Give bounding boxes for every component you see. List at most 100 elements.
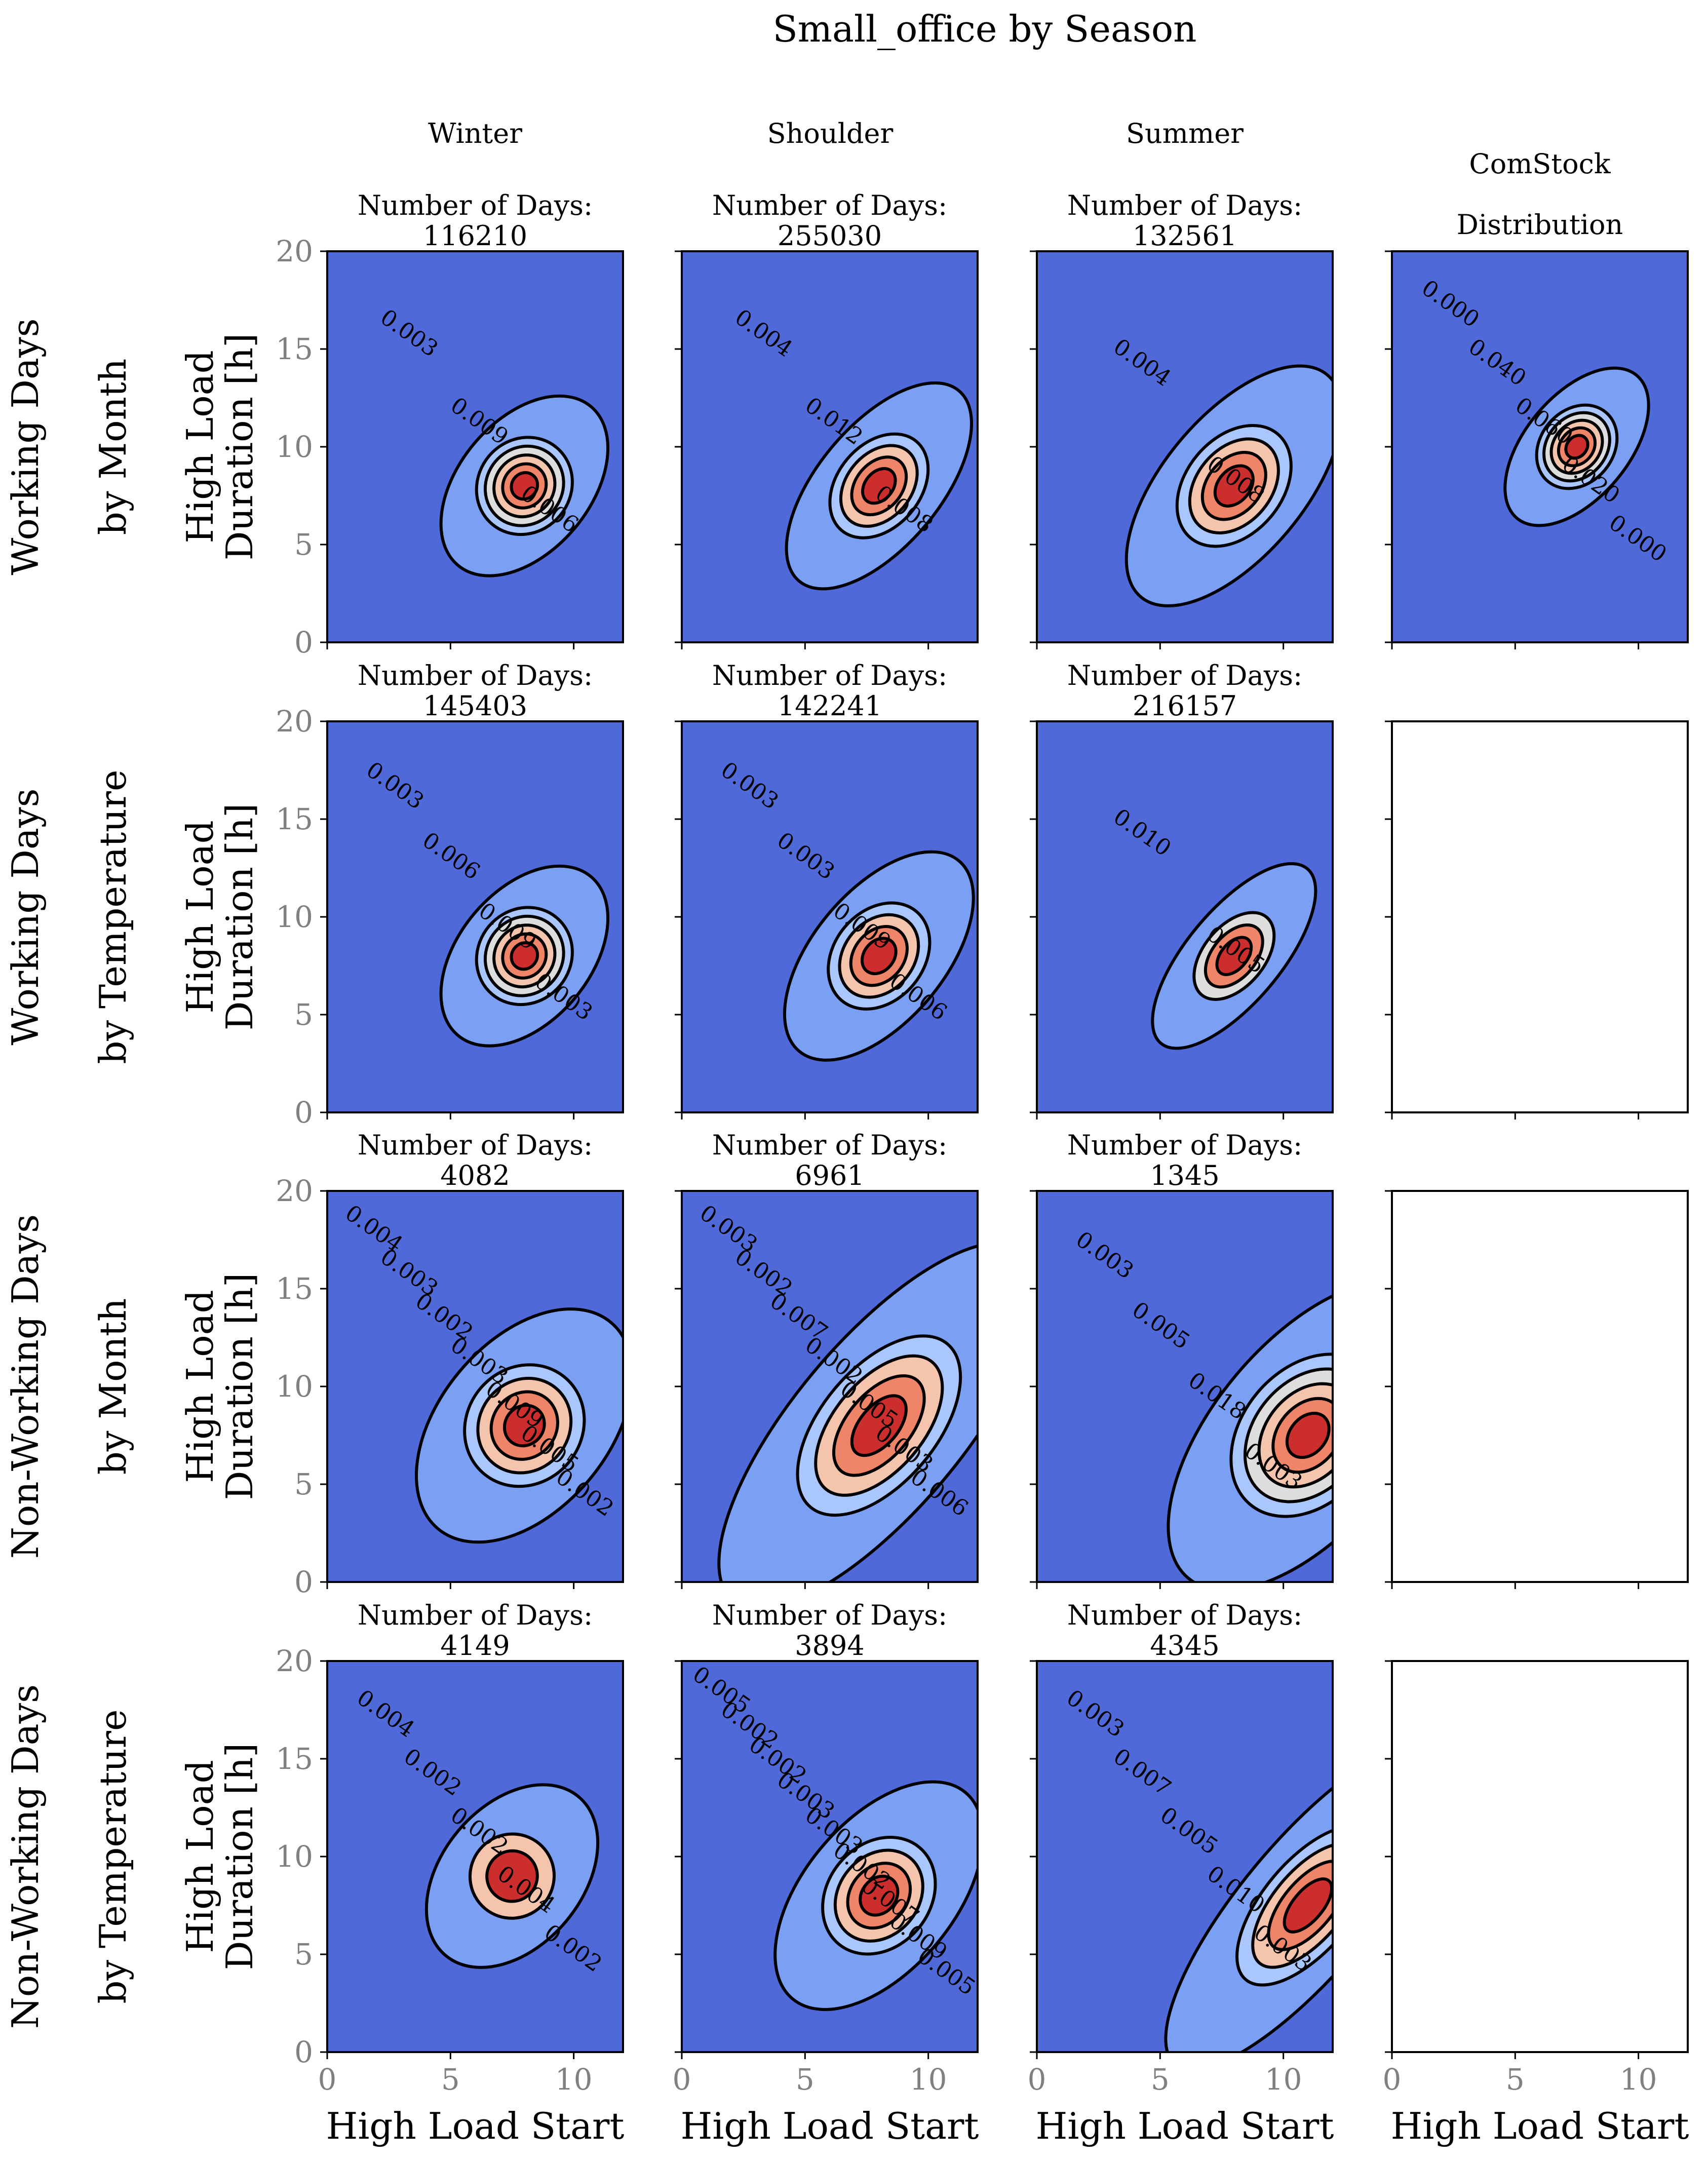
days-count: 6961 xyxy=(795,1160,864,1191)
x-tick-label: 10 xyxy=(910,2062,947,2097)
days-label: Number of Days: xyxy=(712,189,947,221)
x-axis-label: High Load Start xyxy=(1391,2105,1689,2147)
row-label-1-line2: by Temperature xyxy=(92,769,134,1064)
y-tick-label: 15 xyxy=(276,802,313,836)
y-tick-label: 5 xyxy=(294,527,313,562)
contour-level-5 xyxy=(1213,464,1255,508)
days-label: Number of Days: xyxy=(358,189,593,221)
panel-grid: Number of Days:1162100.0030.0090.0060510… xyxy=(276,189,1689,2147)
days-count: 142241 xyxy=(778,690,882,722)
row-label-2-line2: by Month xyxy=(92,1298,134,1475)
y-axis-label-2-line1: High Load xyxy=(179,1290,221,1483)
y-tick-label: 5 xyxy=(294,1467,313,1501)
days-count: 4149 xyxy=(440,1630,510,1662)
days-count: 255030 xyxy=(778,220,882,252)
days-count: 3894 xyxy=(795,1630,864,1662)
row-label-1-line1: Working Days xyxy=(4,788,47,1045)
x-tick-label: 0 xyxy=(1383,2062,1402,2097)
panel-r2-c3 xyxy=(1385,1190,1689,1589)
column-title-winter: Winter xyxy=(428,118,522,149)
column-title-comstock: ComStock xyxy=(1469,148,1611,180)
x-tick-label: 10 xyxy=(1265,2062,1302,2097)
x-tick-label: 5 xyxy=(796,2062,814,2097)
x-tick-label: 5 xyxy=(1506,2062,1525,2097)
y-tick-label: 20 xyxy=(276,1174,313,1208)
y-tick-label: 20 xyxy=(276,1644,313,1678)
days-label: Number of Days: xyxy=(712,660,947,691)
y-axis-label-3-line2: Duration [h] xyxy=(218,1743,261,1971)
panel-r3-c1: Number of Days:38940.0050.0020.0020.0030… xyxy=(673,1599,979,2147)
y-tick-label: 0 xyxy=(294,625,313,660)
y-tick-label: 15 xyxy=(276,1742,313,1776)
contour-level-6 xyxy=(1564,434,1589,460)
x-tick-label: 10 xyxy=(1620,2062,1657,2097)
contour-level-6 xyxy=(1285,1411,1331,1459)
days-label: Number of Days: xyxy=(712,1129,947,1161)
y-tick-label: 10 xyxy=(276,1369,313,1404)
contour-level-5 xyxy=(850,1394,908,1457)
y-axis-label-0-line2: Duration [h] xyxy=(218,333,261,561)
column-title-distribution: Distribution xyxy=(1457,209,1623,241)
contour-level-5 xyxy=(1283,1877,1333,1934)
y-tick-label: 10 xyxy=(276,430,313,464)
days-label: Number of Days: xyxy=(712,1599,947,1631)
panel-r1-c1: Number of Days:1422410.0030.0030.0090.00… xyxy=(675,660,979,1119)
contour-level-6 xyxy=(510,941,539,971)
figure-title: Small_office by Season xyxy=(772,8,1196,50)
x-tick-label: 0 xyxy=(673,2062,691,2097)
panel-r1-c3 xyxy=(1385,720,1689,1119)
x-tick-label: 5 xyxy=(441,2062,460,2097)
days-label: Number of Days: xyxy=(1067,1129,1302,1161)
contour-level-6 xyxy=(510,471,539,501)
days-label: Number of Days: xyxy=(1067,660,1302,691)
panel-r2-c0: Number of Days:40820.0040.0030.0020.0030… xyxy=(276,1129,624,1599)
x-axis-label: High Load Start xyxy=(1036,2105,1334,2147)
y-axis-label-1-line2: Duration [h] xyxy=(218,803,261,1031)
days-label: Number of Days: xyxy=(1067,1599,1302,1631)
days-label: Number of Days: xyxy=(358,1129,593,1161)
column-title-summer: Summer xyxy=(1126,118,1244,149)
x-tick-label: 10 xyxy=(555,2062,593,2097)
days-count: 4345 xyxy=(1150,1630,1219,1662)
days-count: 145403 xyxy=(423,690,527,722)
panel-r3-c2: Number of Days:43450.0030.0070.0050.0100… xyxy=(1028,1599,1334,2147)
y-axis-label-0-line1: High Load xyxy=(179,350,221,543)
row-label-0-line1: Working Days xyxy=(4,318,47,575)
panel-r3-c3: 0 5 10 High Load Start xyxy=(1383,1660,1689,2147)
axes-frame xyxy=(1391,1190,1689,1583)
days-label: Number of Days: xyxy=(358,1599,593,1631)
x-tick-label: 5 xyxy=(1151,2062,1170,2097)
y-tick-label: 5 xyxy=(294,997,313,1032)
contour-level-4 xyxy=(1215,936,1253,976)
contour-level-5 xyxy=(502,1404,546,1448)
y-tick-label: 10 xyxy=(276,900,313,934)
days-label: Number of Days: xyxy=(1067,189,1302,221)
x-axis-label: High Load Start xyxy=(681,2105,979,2147)
y-tick-label: 5 xyxy=(294,1937,313,1972)
days-count: 1345 xyxy=(1150,1160,1219,1191)
days-count: 216157 xyxy=(1133,690,1237,722)
contour-level-5 xyxy=(861,467,897,505)
row-label-3-line2: by Temperature xyxy=(92,1709,134,2003)
contour-level-5 xyxy=(859,1874,900,1917)
row-label-3-line1: Non-Working Days xyxy=(4,1684,47,2029)
y-tick-label: 10 xyxy=(276,1839,313,1874)
x-axis-label: High Load Start xyxy=(326,2105,625,2147)
